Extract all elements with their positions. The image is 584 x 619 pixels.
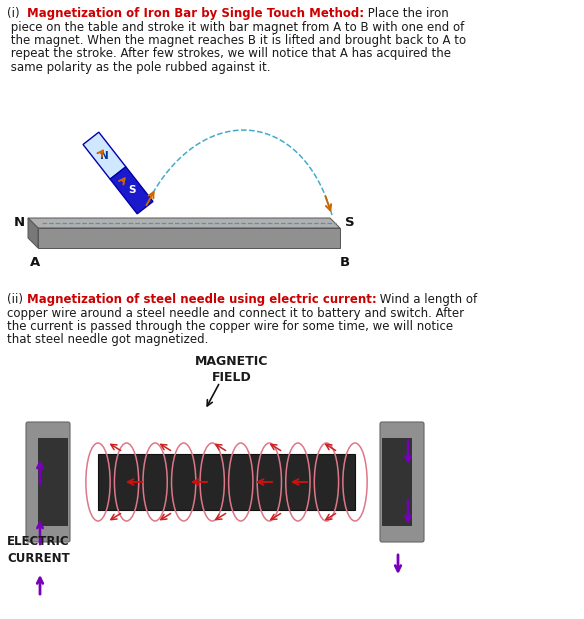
Polygon shape — [38, 438, 68, 526]
Text: that steel needle got magnetized.: that steel needle got magnetized. — [7, 334, 208, 347]
Text: B: B — [340, 256, 350, 269]
Text: the magnet. When the magnet reaches B it is lifted and brought back to A to: the magnet. When the magnet reaches B it… — [7, 34, 466, 47]
Polygon shape — [110, 167, 153, 214]
Polygon shape — [98, 454, 355, 510]
Text: the current is passed through the copper wire for some time, we will notice: the current is passed through the copper… — [7, 320, 453, 333]
Text: repeat the stroke. After few strokes, we will notice that A has acquired the: repeat the stroke. After few strokes, we… — [7, 48, 451, 61]
Text: A: A — [30, 256, 40, 269]
Polygon shape — [28, 218, 38, 248]
FancyBboxPatch shape — [26, 422, 70, 542]
Text: MAGNETIC
FIELD: MAGNETIC FIELD — [195, 355, 269, 384]
Text: S: S — [345, 217, 354, 230]
Text: ELECTRIC
CURRENT: ELECTRIC CURRENT — [7, 535, 69, 565]
Text: N: N — [100, 150, 109, 161]
Text: Magnetization of steel needle using electric current:: Magnetization of steel needle using elec… — [27, 293, 377, 306]
FancyBboxPatch shape — [380, 422, 424, 542]
Text: Wind a length of: Wind a length of — [377, 293, 478, 306]
Text: S: S — [128, 185, 135, 196]
Text: (ii): (ii) — [7, 293, 27, 306]
Polygon shape — [83, 132, 126, 179]
Polygon shape — [382, 438, 412, 526]
Text: (i): (i) — [7, 7, 27, 20]
Polygon shape — [28, 218, 340, 228]
Text: same polarity as the pole rubbed against it.: same polarity as the pole rubbed against… — [7, 61, 270, 74]
Text: N: N — [14, 217, 25, 230]
Text: Place the iron: Place the iron — [364, 7, 449, 20]
Text: copper wire around a steel needle and connect it to battery and switch. After: copper wire around a steel needle and co… — [7, 306, 464, 319]
Text: piece on the table and stroke it with bar magnet from A to B with one end of: piece on the table and stroke it with ba… — [7, 20, 464, 33]
Text: Magnetization of Iron Bar by Single Touch Method:: Magnetization of Iron Bar by Single Touc… — [27, 7, 364, 20]
Polygon shape — [38, 228, 340, 248]
